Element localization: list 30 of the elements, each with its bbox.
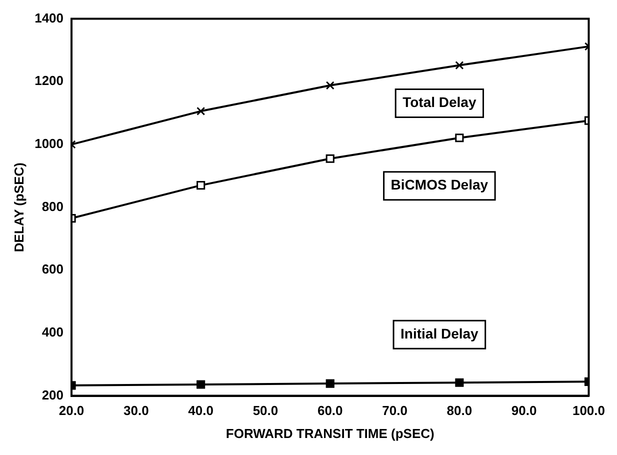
x-tick-label: 20.0: [58, 403, 84, 418]
y-axis-title: DELAY (pSEC): [11, 162, 26, 252]
point: [326, 379, 334, 388]
point: [196, 106, 206, 116]
x-tick-label: 90.0: [511, 403, 537, 418]
x-tick-label: 100.0: [572, 403, 606, 418]
y-tick-label: 1200: [34, 73, 64, 88]
x-tick-label: 80.0: [446, 403, 472, 418]
text: Initial Delay: [400, 325, 479, 342]
point: [455, 378, 464, 387]
point: [326, 81, 334, 90]
x-tick-label: 60.0: [317, 403, 343, 418]
series-label: BiCMOS Delay: [390, 176, 488, 193]
point: [455, 61, 464, 70]
x-tick-label: 50.0: [252, 403, 278, 418]
series-label: Total Delay: [402, 94, 476, 110]
point: [196, 181, 206, 190]
y-tick-label: 200: [42, 387, 64, 402]
y-tick-label: 1400: [34, 10, 64, 26]
point: [455, 134, 464, 142]
x-tick-label: 40.0: [188, 403, 214, 418]
y-tick-label: 400: [42, 324, 64, 340]
y-tick-label: 1000: [34, 136, 64, 152]
point: [196, 380, 206, 389]
point: [326, 154, 334, 163]
x-tick-label: 30.0: [124, 403, 149, 418]
x-tick-label: 70.0: [382, 403, 408, 418]
y-tick-label: 600: [42, 262, 64, 277]
x-axis-title: FORWARD TRANSIT TIME (pSEC): [226, 426, 434, 441]
y-tick-label: 800: [42, 198, 64, 214]
